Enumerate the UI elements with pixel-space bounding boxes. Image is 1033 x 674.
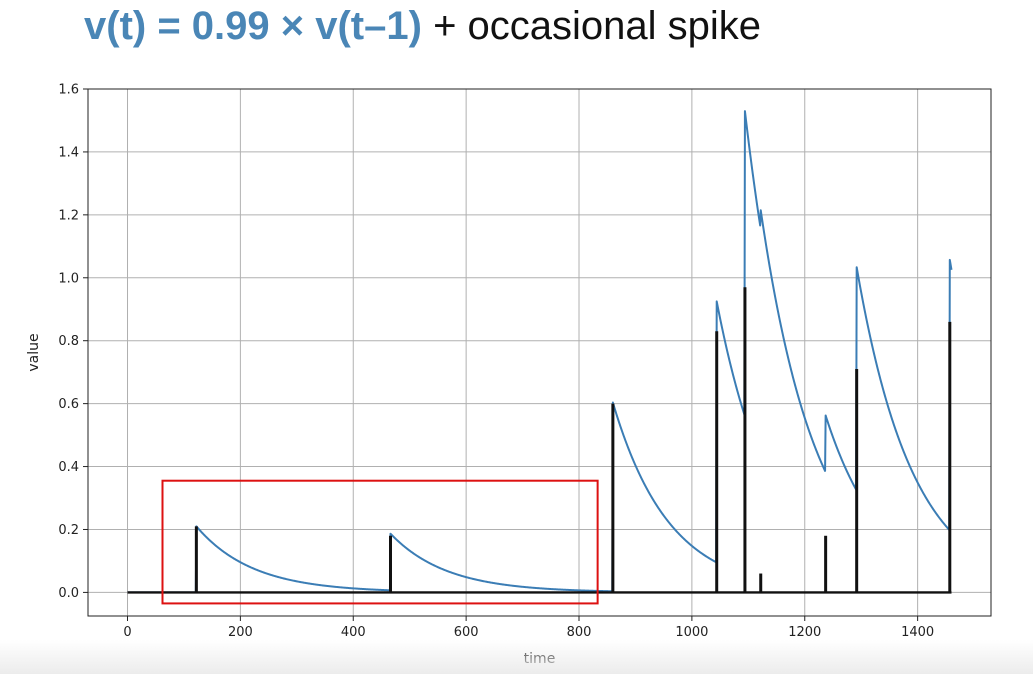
x-tick-label: 1400 — [901, 625, 934, 640]
y-tick-label: 0.2 — [58, 523, 79, 538]
chart-data-layer — [127, 110, 953, 605]
x-tick-label: 0 — [123, 625, 131, 640]
x-tick-label: 1200 — [788, 625, 821, 640]
y-tick-label: 1.2 — [58, 208, 79, 223]
x-tick-label: 800 — [567, 625, 592, 640]
y-tick-label: 0.0 — [58, 586, 79, 601]
y-tick-label: 0.8 — [58, 334, 79, 349]
x-tick-label: 1000 — [675, 625, 708, 640]
title-equation: v(t) = 0.99 × v(t–1) — [84, 4, 422, 48]
y-tick-label: 1.4 — [58, 145, 79, 160]
highlight-box — [161, 479, 599, 605]
value-series-line — [127, 110, 953, 594]
plot-frame — [87, 88, 992, 617]
y-tick-label: 0.6 — [58, 397, 79, 412]
y-tick-label: 0.4 — [58, 460, 79, 475]
x-tick-label: 200 — [228, 625, 253, 640]
y-tick-label: 1.0 — [58, 271, 79, 286]
y-tick-label: 1.6 — [58, 83, 79, 98]
title-rest: + occasional spike — [433, 4, 762, 48]
page-title: v(t) = 0.99 × v(t–1) + occasional spike — [84, 2, 761, 50]
y-axis-label: value — [26, 333, 42, 371]
x-tick-label: 400 — [341, 625, 366, 640]
x-tick-label: 600 — [454, 625, 479, 640]
bottom-fade — [0, 640, 1033, 674]
tick-labels: 0 200 400 600 800 1000 1200 1400 0.0 0.2 0.4 0.6 0.8… — [58, 83, 934, 641]
